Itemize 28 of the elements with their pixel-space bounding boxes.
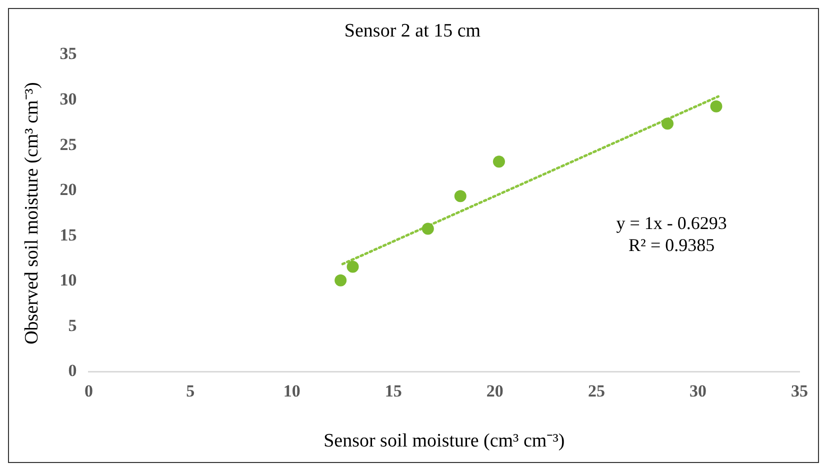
y-tick-label: 5: [68, 316, 77, 335]
point: [346, 260, 359, 273]
point: [492, 156, 505, 168]
y-tick-label: 25: [60, 134, 77, 154]
y-tick-label: 30: [60, 89, 77, 108]
point: [454, 190, 466, 202]
chart-title: Sensor 2 at 15 cm: [344, 20, 481, 42]
point: [710, 100, 722, 112]
annotation: R² = 0.9385: [628, 235, 715, 256]
y-tick-label: 10: [60, 270, 77, 290]
point: [334, 274, 347, 286]
y-axis-title: Observed soil moisture (cm³ cm⁻³): [21, 82, 42, 344]
x-tick-label: 15: [384, 381, 402, 400]
x-tick-label: 0: [84, 381, 94, 400]
point: [422, 222, 434, 235]
x-tick-label: 30: [689, 381, 706, 400]
point: [662, 118, 674, 130]
y-tick-label: 0: [68, 361, 77, 380]
y-tick-label: 20: [60, 180, 77, 200]
annotation: y = 1x - 0.6293: [616, 213, 727, 234]
x-tick-label: 10: [283, 381, 300, 400]
x-tick-label: 20: [486, 381, 504, 400]
x-axis-title: Sensor soil moisture (cm³ cm⁻³): [324, 430, 565, 452]
x-tick-label: 5: [186, 381, 195, 400]
x-tick-label: 25: [588, 381, 605, 400]
x-tick-label: 35: [791, 381, 808, 400]
y-tick-label: 35: [60, 44, 77, 64]
y-tick-label: 15: [60, 225, 77, 244]
